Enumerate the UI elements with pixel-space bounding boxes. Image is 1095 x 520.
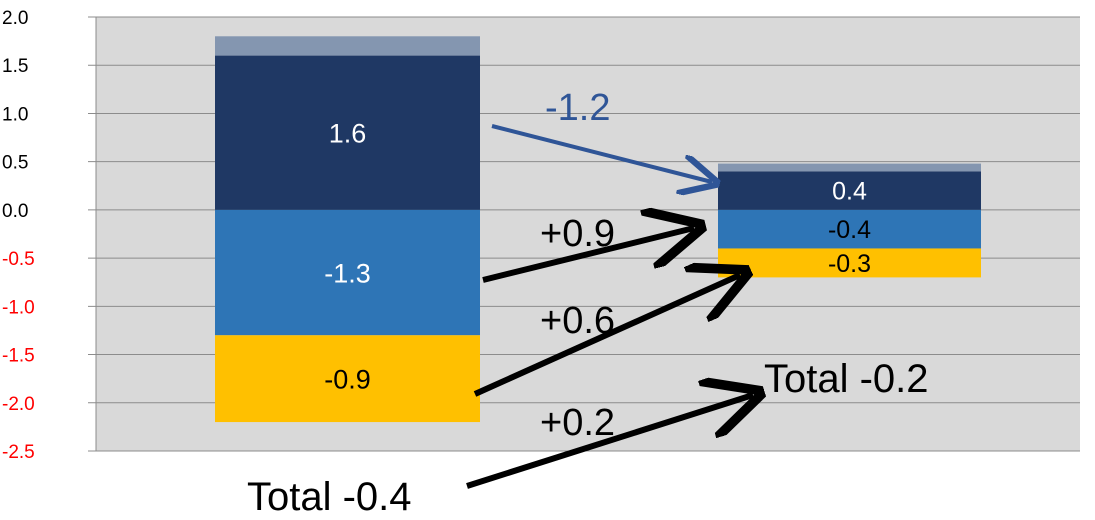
y-tick-label: -1.5	[2, 346, 35, 367]
change-arrow	[466, 395, 753, 489]
bar-segment	[215, 209, 480, 336]
y-tick-label: -0.5	[2, 249, 35, 270]
segment-data-label: -0.9	[324, 364, 371, 394]
bar-segment	[718, 248, 981, 278]
change-arrow	[482, 228, 694, 283]
bar-segment	[215, 55, 480, 210]
segment-data-label: -0.3	[828, 250, 871, 278]
y-tick-label: 0.5	[2, 153, 28, 174]
change-label: +0.2	[540, 402, 615, 444]
y-tick-label: 2.0	[2, 8, 28, 29]
change-label: -1.2	[545, 87, 610, 129]
y-tick-label: -2.0	[2, 394, 35, 415]
y-tick-label: 0.0	[2, 201, 28, 222]
bar-segment	[718, 171, 981, 210]
bar-segment	[718, 209, 981, 249]
segment-data-label: -1.3	[324, 258, 371, 288]
bar-segment	[718, 163, 981, 172]
change-label: +0.6	[540, 300, 615, 342]
bar-segment	[215, 335, 480, 423]
change-label: +0.9	[540, 213, 615, 255]
y-axis-ticks: 2.0 1.5 1.0 0.5 0.0 -0.5 -1.0 -1.5 -2.0 -2.5	[2, 8, 35, 463]
change-arrow	[491, 124, 712, 182]
y-tick-label: 1.5	[2, 56, 28, 77]
bar-segment	[215, 36, 480, 56]
bars	[215, 36, 981, 423]
labels: 1.6 -1.3 -0.9 0.4 -0.4 -0.3 Total -0.4 Total -0…	[247, 87, 929, 519]
change-arrows	[466, 124, 753, 489]
bar-1	[215, 36, 480, 423]
total-label: Total -0.2	[764, 357, 929, 401]
y-tick-label: 1.0	[2, 104, 28, 125]
segment-data-label: -0.4	[828, 216, 871, 244]
total-label: Total -0.4	[247, 475, 412, 519]
bar-2	[718, 163, 981, 278]
change-arrow	[473, 275, 740, 397]
y-tick-label: -1.0	[2, 297, 35, 318]
segment-data-label: 0.4	[832, 178, 867, 206]
segment-data-label: 1.6	[329, 118, 367, 148]
y-tick-label: -2.5	[2, 442, 35, 463]
